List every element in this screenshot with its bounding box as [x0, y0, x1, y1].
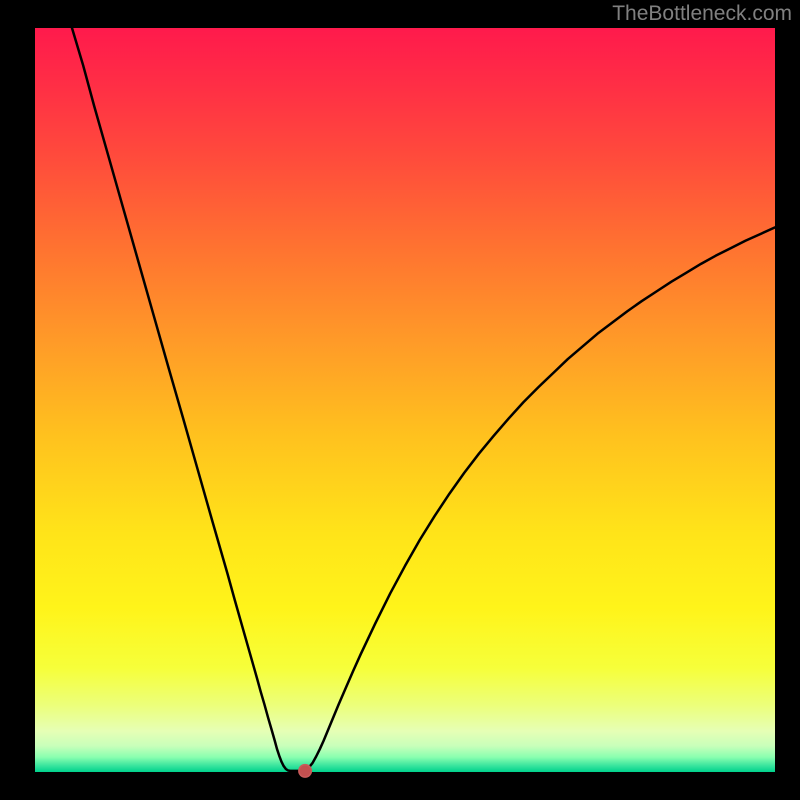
- bottleneck-chart: [0, 0, 800, 800]
- watermark-text: TheBottleneck.com: [612, 2, 792, 26]
- plot-area: [35, 28, 775, 772]
- chart-container: TheBottleneck.com: [0, 0, 800, 800]
- optimal-point-marker-inner: [300, 765, 311, 776]
